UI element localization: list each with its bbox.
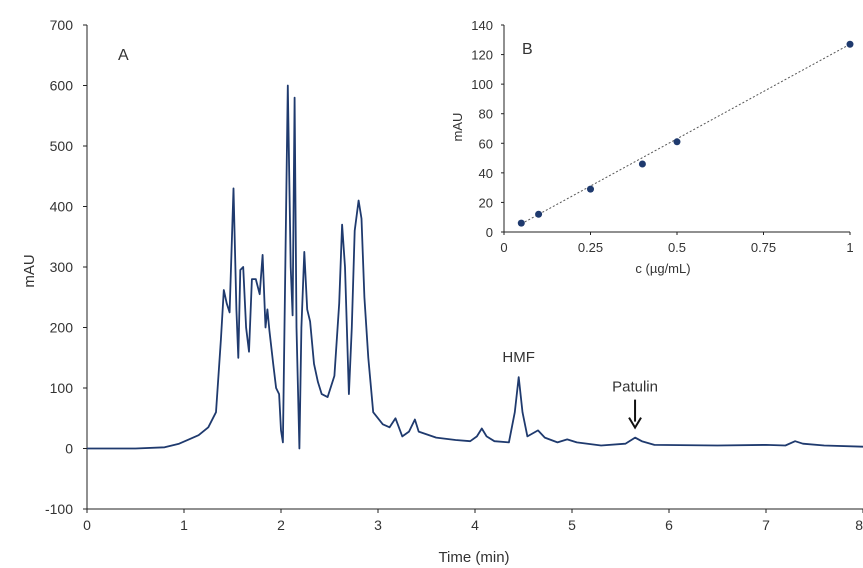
main-y-tick-label: 400 xyxy=(50,199,74,215)
main-x-axis-label: Time (min) xyxy=(438,549,509,566)
main-y-tick-label: 100 xyxy=(50,380,74,396)
inset-y-tick-label: 120 xyxy=(471,48,493,63)
inset-axes xyxy=(503,25,850,233)
main-x-tick-label: 0 xyxy=(83,517,91,533)
inset-x-tick-label: 0.75 xyxy=(751,240,776,255)
inset-y-tick-label: 100 xyxy=(471,77,493,92)
main-axes xyxy=(86,25,863,510)
annotation-label: HMF xyxy=(502,349,535,366)
main-x-tick-label: 2 xyxy=(277,517,285,533)
inset-data-point xyxy=(517,219,525,227)
inset-x-tick-label: 1 xyxy=(846,240,853,255)
main-x-tick-label: 8 xyxy=(855,517,863,533)
main-x-tick-label: 7 xyxy=(762,517,770,533)
inset-trendline xyxy=(521,43,851,225)
main-y-tick-label: 200 xyxy=(50,320,74,336)
main-x-tick-label: 6 xyxy=(665,517,673,533)
main-y-tick-label: 0 xyxy=(65,441,73,457)
inset-ticks: 0 20 40 60 80 100 120 140 0 0.25 0.5 0.75 1 xyxy=(471,18,853,255)
main-y-tick-label: 600 xyxy=(50,78,74,94)
inset-y-axis-label: mAU xyxy=(450,113,465,142)
inset-y-tick-label: 80 xyxy=(479,107,493,122)
inset-x-tick-label: 0.5 xyxy=(668,240,686,255)
main-x-tick-label: 3 xyxy=(374,517,382,533)
inset-x-tick-label: 0.25 xyxy=(578,240,603,255)
inset-y-tick-label: 0 xyxy=(486,225,493,240)
chromatogram-trace xyxy=(87,84,863,450)
main-y-tick-label: 500 xyxy=(50,138,74,154)
inset-data-point xyxy=(846,40,854,48)
inset-data-point xyxy=(535,210,543,218)
inset-trend xyxy=(521,43,851,225)
panel-label-b: B xyxy=(522,41,533,58)
inset-y-tick-label: 140 xyxy=(471,18,493,33)
inset-x-axis-label: c (µg/mL) xyxy=(635,261,690,276)
main-y-tick-label: 300 xyxy=(50,259,74,275)
inset-chart: 0 20 40 60 80 100 120 140 0 0.25 0.5 0.75 1 B c (µg/… xyxy=(450,18,854,276)
panel-label-a: A xyxy=(118,47,129,64)
main-series xyxy=(87,84,863,450)
inset-data-point xyxy=(587,185,594,193)
inset-data-point xyxy=(638,160,646,168)
inset-points xyxy=(517,40,854,227)
main-y-axis-label: mAU xyxy=(21,254,38,287)
main-annotations: HMF Patulin xyxy=(502,349,658,430)
inset-y-tick-label: 60 xyxy=(479,136,493,151)
inset-data-point xyxy=(673,138,681,146)
main-x-tick-label: 5 xyxy=(568,517,576,533)
annotation-arrow-head xyxy=(628,417,642,430)
inset-x-tick-label: 0 xyxy=(500,240,507,255)
main-y-tick-label: 700 xyxy=(50,17,74,33)
inset-y-tick-label: 20 xyxy=(479,195,493,210)
inset-y-tick-label: 40 xyxy=(479,166,493,181)
main-y-tick-label: -100 xyxy=(45,501,73,517)
annotation-label: Patulin xyxy=(612,379,658,396)
main-x-tick-label: 1 xyxy=(180,517,188,533)
main-x-tick-label: 4 xyxy=(471,517,479,533)
